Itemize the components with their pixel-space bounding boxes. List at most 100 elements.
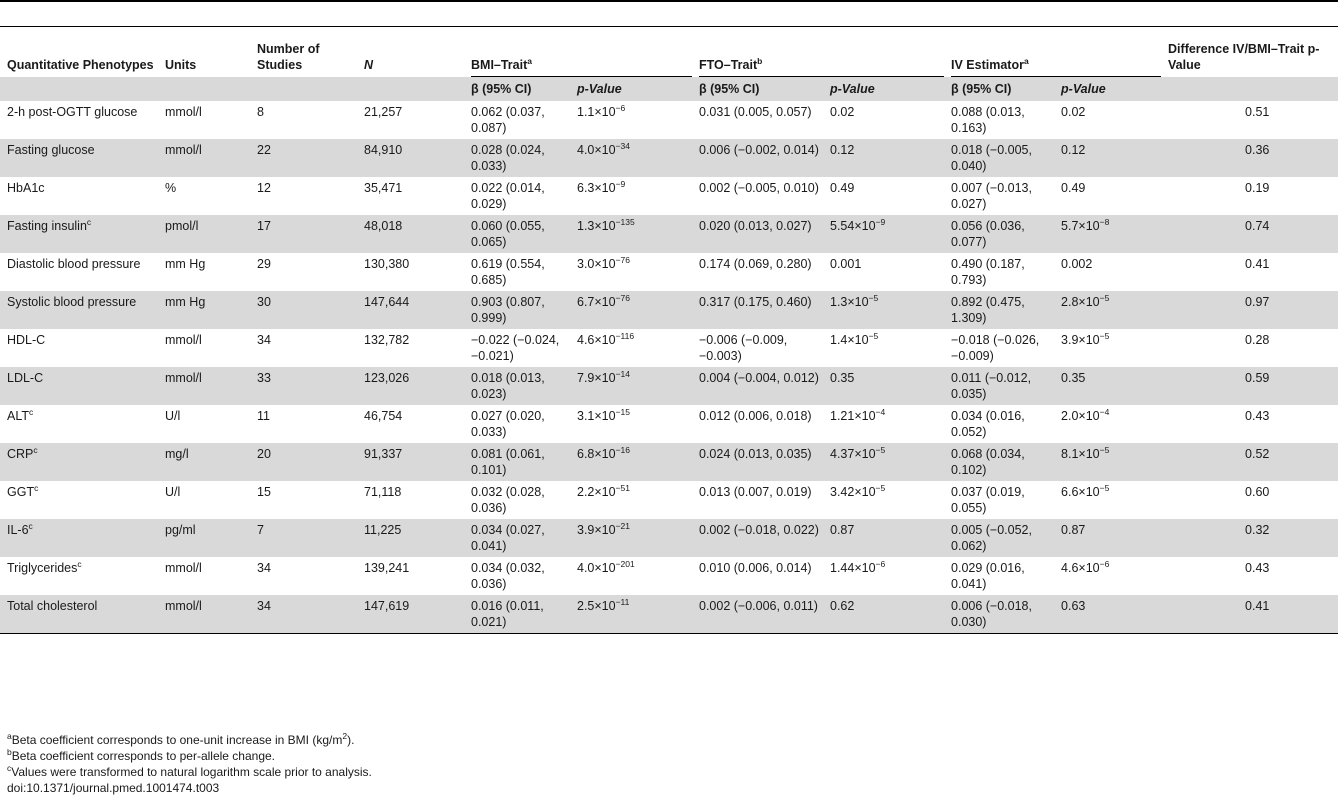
iv-beta-cell: 0.068 (0.034, 0.102) [944, 443, 1055, 481]
fto-pvalue-cell: 0.62 [823, 595, 945, 634]
bmi-pvalue-exponent: −116 [615, 330, 635, 341]
bmi-beta-cell: 0.028 (0.024, 0.033) [464, 139, 570, 177]
table-row: HbA1c% 12 35,471 0.022 (0.014, 0.029) 6.3×10… [0, 177, 1338, 215]
subheader-fto-beta: β (95% CI) [692, 77, 823, 101]
bmi-pvalue-base: 3.1×10 [577, 409, 616, 423]
phenotype-cell: Total cholesterol [0, 595, 158, 634]
bmi-beta-cell: 0.060 (0.055, 0.065) [464, 215, 570, 253]
difference-pvalue-cell: 0.74 [1238, 215, 1338, 253]
spacer-cell [1161, 139, 1239, 177]
bmi-pvalue-exponent: −51 [615, 482, 631, 493]
bmi-pvalue-cell: 4.0×10−34 [570, 139, 692, 177]
n-cell: 139,241 [364, 561, 410, 575]
bmi-pvalue-exponent: −11 [615, 596, 630, 607]
subheader-bmi-pvalue-text: p-Value [577, 82, 622, 96]
footnote-b-mark: b [7, 747, 12, 757]
table-row: Triglyceridesc mmol/l 34 139,241 0.034 (0.03… [0, 557, 1338, 595]
iv-pvalue-base: 2.8×10 [1061, 295, 1100, 309]
fto-pvalue-exponent: −5 [868, 330, 879, 341]
bmi-pvalue-base: 4.0×10 [577, 561, 616, 575]
fto-beta-cell: 0.002 (−0.018, 0.022) [692, 519, 823, 557]
iv-pvalue-cell: 0.35 [1054, 367, 1162, 405]
phenotype-cell: ALTc [0, 405, 158, 443]
studies-cell: 30 [250, 291, 357, 329]
n-cell: 132,782 [364, 333, 410, 347]
bmi-pvalue-cell: 1.1×10−6 [570, 101, 692, 139]
fto-pvalue-exponent: −4 [875, 406, 886, 417]
spacer-cell [1161, 367, 1239, 405]
phenotype-cell: IL-6c [0, 519, 158, 557]
fto-pvalue-cell: 5.54×10−9 [823, 215, 945, 253]
bmi-beta-cell: 0.022 (0.014, 0.029) [471, 181, 545, 211]
n-cell: 123,026 [357, 367, 464, 405]
units-cell: pg/ml [158, 519, 250, 557]
fto-pvalue-base: 0.49 [830, 181, 855, 195]
iv-pvalue-exponent: −6 [1099, 558, 1110, 569]
studies-cell: 33 [250, 367, 357, 405]
n-cell: 84,910 [357, 139, 464, 177]
iv-pvalue-base: 0.63 [1061, 599, 1086, 613]
iv-beta-cell: 0.029 (0.016, 0.041) [951, 561, 1025, 591]
studies-cell: 12 [257, 181, 271, 195]
bmi-pvalue-base: 3.9×10 [577, 523, 616, 537]
fto-pvalue-cell: 0.02 [823, 101, 944, 139]
table-row: CRPc mg/l 20 91,337 0.081 (0.061, 0.101) 6.8×… [0, 443, 1338, 481]
fto-pvalue-base: 1.3×10 [830, 295, 869, 309]
bmi-pvalue-base: 2.2×10 [577, 485, 616, 499]
fto-pvalue-base: 0.35 [830, 371, 855, 385]
bmi-beta-cell: 0.016 (0.011, 0.021) [464, 595, 570, 634]
fto-pvalue-cell: 1.21×10−4 [823, 405, 944, 443]
difference-pvalue-cell: 0.51 [1245, 105, 1270, 119]
units-cell: pmol/l [158, 215, 250, 253]
col-group-bmi-trait-footnote-mark: a [527, 55, 532, 66]
bmi-beta-cell: 0.032 (0.028, 0.036) [471, 485, 545, 515]
iv-pvalue-cell: 0.49 [1054, 177, 1161, 215]
bmi-pvalue-cell: 2.2×10−51 [570, 481, 692, 519]
phenotype-footnote-mark: c [77, 558, 82, 569]
footnote-c: cValues were transformed to natural loga… [7, 764, 1327, 780]
spacer-cell [1161, 101, 1238, 139]
phenotype-name: HbA1c [7, 181, 45, 195]
difference-pvalue-cell: 0.32 [1238, 519, 1338, 557]
units-cell: mmol/l [165, 105, 202, 119]
fto-pvalue-base: 1.44×10 [830, 561, 876, 575]
units-cell: mmol/l [158, 595, 250, 634]
n-cell: 147,619 [357, 595, 464, 634]
difference-pvalue-cell: 0.43 [1245, 561, 1270, 575]
bmi-pvalue-exponent: −16 [615, 444, 631, 455]
spacer-cell [1161, 595, 1239, 634]
subheader-iv-beta: β (95% CI) [944, 77, 1055, 101]
fto-beta-cell: −0.006 (−0.009, −0.003) [699, 333, 788, 363]
spacer-cell [1161, 557, 1238, 595]
fto-beta-cell: 0.004 (−0.004, 0.012) [692, 367, 823, 405]
bmi-pvalue-base: 4.0×10 [577, 143, 616, 157]
phenotype-cell: GGTc [0, 481, 158, 519]
fto-pvalue-base: 4.37×10 [830, 447, 876, 461]
studies-cell: 29 [257, 257, 271, 271]
iv-beta-cell: 0.056 (0.036, 0.077) [944, 215, 1055, 253]
col-header-difference: Difference IV/BMI–Trait p-Value [1161, 26, 1338, 77]
phenotype-cell: Fasting glucose [0, 139, 158, 177]
units-cell: mmol/l [165, 561, 202, 575]
iv-pvalue-base: 5.7×10 [1061, 219, 1100, 233]
iv-beta-cell: 0.005 (−0.052, 0.062) [944, 519, 1055, 557]
spacer-cell [1161, 177, 1238, 215]
fto-pvalue-base: 0.62 [830, 599, 855, 613]
bmi-pvalue-base: 6.3×10 [577, 181, 616, 195]
phenotype-footnote-mark: c [33, 444, 38, 455]
spacer-cell [1161, 215, 1239, 253]
difference-pvalue-cell: 0.19 [1245, 181, 1270, 195]
iv-pvalue-base: 2.0×10 [1061, 409, 1100, 423]
fto-beta-cell: 0.013 (0.007, 0.019) [699, 485, 812, 499]
footnote-b-text: Beta coefficient corresponds to per-alle… [11, 749, 276, 763]
units-cell: mg/l [158, 443, 250, 481]
phenotype-cell: CRPc [0, 443, 158, 481]
bmi-beta-cell: 0.081 (0.061, 0.101) [464, 443, 570, 481]
iv-beta-cell: 0.037 (0.019, 0.055) [951, 485, 1025, 515]
fto-pvalue-cell: 1.4×10−5 [823, 329, 944, 367]
units-cell: % [165, 181, 177, 195]
fto-beta-cell: 0.002 (−0.005, 0.010) [699, 181, 819, 195]
fto-pvalue-base: 0.02 [830, 105, 855, 119]
iv-pvalue-base: 6.6×10 [1061, 485, 1100, 499]
col-group-fto-trait-footnote-mark: b [757, 55, 763, 66]
